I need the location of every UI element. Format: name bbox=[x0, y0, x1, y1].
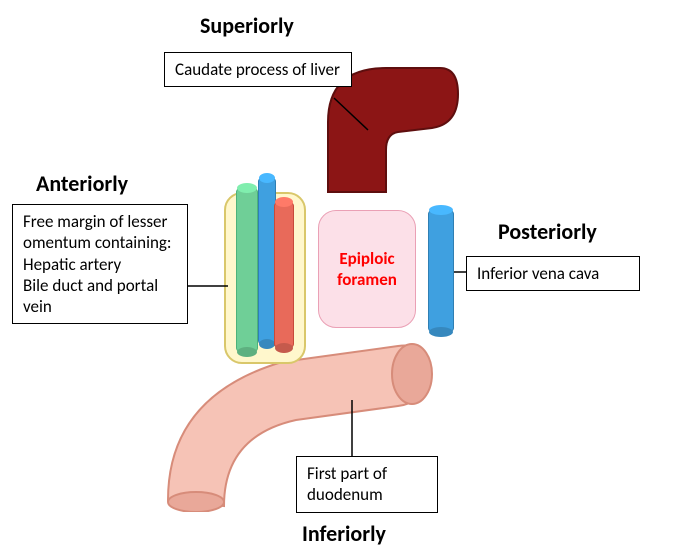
heading-anterior: Anteriorly bbox=[36, 170, 128, 197]
label-inferior: First part of duodenum bbox=[296, 456, 438, 513]
hepatic-artery-cyl bbox=[274, 200, 294, 350]
heading-superior: Superiorly bbox=[200, 12, 294, 39]
label-posterior: Inferior vena cava bbox=[466, 256, 640, 291]
epiploic-foramen: Epiploic foramen bbox=[318, 210, 416, 328]
label-anterior: Free margin of lesser omentum containing… bbox=[12, 204, 188, 324]
label-superior: Caudate process of liver bbox=[164, 52, 352, 87]
heading-posterior: Posteriorly bbox=[498, 218, 597, 245]
portal-vein-cyl bbox=[236, 186, 258, 354]
heading-inferior: Inferiorly bbox=[302, 520, 386, 547]
ivc-cyl bbox=[428, 208, 454, 334]
